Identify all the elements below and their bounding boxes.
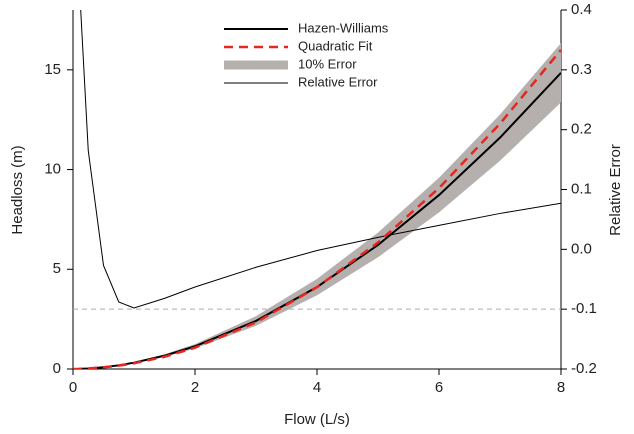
- plot-area: [73, 10, 561, 369]
- legend-label: Relative Error: [298, 74, 378, 89]
- y-axis-label: Headloss (m): [9, 145, 26, 234]
- x-tick-label: 2: [191, 379, 199, 396]
- y2-axis-label: Relative Error: [607, 144, 624, 236]
- x-tick-label: 8: [557, 379, 565, 396]
- x-tick-label: 0: [69, 379, 77, 396]
- y2-tick-label: -0.1: [571, 300, 597, 317]
- series-line: [73, 72, 561, 369]
- legend-label: Quadratic Fit: [298, 38, 373, 53]
- legend-label: 10% Error: [298, 56, 357, 71]
- y-tick-label: 0: [53, 360, 61, 377]
- error-band: [73, 43, 561, 369]
- legend-label: Hazen-Williams: [298, 20, 389, 35]
- series-line: [80, 10, 561, 309]
- x-axis-label: Flow (L/s): [284, 411, 350, 428]
- y-tick-label: 5: [53, 260, 61, 277]
- y2-tick-label: 0.1: [571, 180, 592, 197]
- x-tick-label: 6: [435, 379, 443, 396]
- y-tick-label: 15: [44, 61, 61, 78]
- y2-tick-label: 0.0: [571, 240, 592, 257]
- y2-tick-label: -0.2: [571, 360, 597, 377]
- y2-tick-label: 0.3: [571, 61, 592, 78]
- y-tick-label: 10: [44, 161, 61, 178]
- y2-tick-label: 0.2: [571, 121, 592, 138]
- y2-tick-label: 0.4: [571, 1, 592, 18]
- series-line: [73, 49, 561, 369]
- x-tick-label: 4: [313, 379, 321, 396]
